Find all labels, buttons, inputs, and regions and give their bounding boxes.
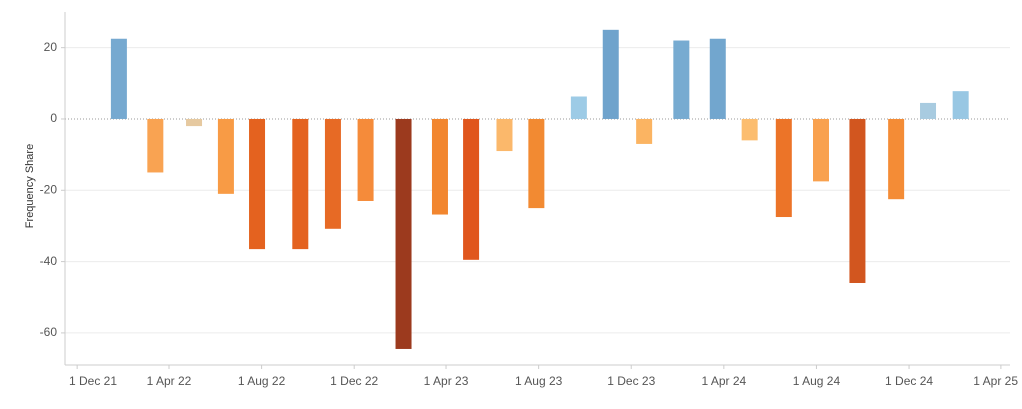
- bar: [775, 118, 792, 218]
- bar: [463, 118, 480, 260]
- x-tick-label: 1 Apr 25: [973, 374, 1018, 388]
- bar: [570, 96, 587, 119]
- bar: [186, 118, 203, 127]
- x-tick-label: 1 Apr 23: [424, 374, 469, 388]
- x-tick-label: 1 Aug 24: [793, 374, 841, 388]
- bar: [496, 118, 513, 152]
- bar: [395, 118, 412, 349]
- bar: [952, 91, 969, 119]
- bar: [528, 118, 545, 209]
- x-tick-label: 1 Dec 24: [885, 374, 933, 388]
- y-axis-title: Frequency Share: [24, 144, 36, 228]
- x-tick-label: 1 Apr 24: [701, 374, 746, 388]
- bar: [813, 118, 829, 182]
- y-tick-label: 0: [50, 111, 57, 125]
- bar: [324, 118, 341, 229]
- y-tick-label: 20: [44, 40, 58, 54]
- bar: [920, 102, 937, 119]
- bar: [217, 118, 234, 194]
- bar: [888, 118, 905, 200]
- bar: [431, 118, 448, 215]
- y-tick-label: -40: [40, 254, 58, 268]
- x-tick-label: 1 Dec 22: [330, 374, 378, 388]
- bar: [147, 118, 164, 173]
- bar: [602, 29, 619, 119]
- x-tick-label: 1 Aug 23: [515, 374, 563, 388]
- bar: [849, 118, 866, 283]
- bar: [249, 118, 266, 250]
- x-tick-label: 1 Dec 21: [69, 374, 117, 388]
- bar: [709, 38, 726, 119]
- y-tick-label: -20: [40, 182, 58, 196]
- y-tick-label: -60: [40, 325, 58, 339]
- x-tick-label: 1 Dec 23: [607, 374, 655, 388]
- x-tick-label: 1 Aug 22: [238, 374, 286, 388]
- bar: [110, 38, 127, 119]
- bar: [357, 118, 374, 201]
- x-tick-label: 1 Apr 22: [147, 374, 192, 388]
- bar: [673, 40, 690, 119]
- bar: [741, 118, 758, 141]
- bar: [292, 118, 309, 250]
- bar: [636, 118, 653, 144]
